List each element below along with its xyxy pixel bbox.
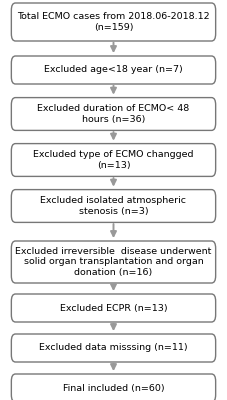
FancyBboxPatch shape (11, 241, 216, 283)
FancyBboxPatch shape (11, 374, 216, 400)
Text: Total ECMO cases from 2018.06-2018.12
(n=159): Total ECMO cases from 2018.06-2018.12 (n… (17, 12, 210, 32)
FancyBboxPatch shape (11, 98, 216, 130)
Text: Excluded ECPR (n=13): Excluded ECPR (n=13) (60, 304, 167, 312)
FancyBboxPatch shape (11, 334, 216, 362)
FancyBboxPatch shape (11, 144, 216, 176)
FancyBboxPatch shape (11, 294, 216, 322)
FancyBboxPatch shape (11, 3, 216, 41)
Text: Final included (n=60): Final included (n=60) (63, 384, 164, 392)
FancyBboxPatch shape (11, 190, 216, 222)
Text: Excluded data misssing (n=11): Excluded data misssing (n=11) (39, 344, 188, 352)
Text: Excluded type of ECMO changged
(n=13): Excluded type of ECMO changged (n=13) (33, 150, 194, 170)
Text: Excluded isolated atmospheric
stenosis (n=3): Excluded isolated atmospheric stenosis (… (40, 196, 187, 216)
Text: Excluded duration of ECMO< 48
hours (n=36): Excluded duration of ECMO< 48 hours (n=3… (37, 104, 190, 124)
Text: Excluded age<18 year (n=7): Excluded age<18 year (n=7) (44, 66, 183, 74)
Text: Excluded irreversible  disease underwent
solid organ transplantation and organ
d: Excluded irreversible disease underwent … (15, 247, 212, 277)
FancyBboxPatch shape (11, 56, 216, 84)
